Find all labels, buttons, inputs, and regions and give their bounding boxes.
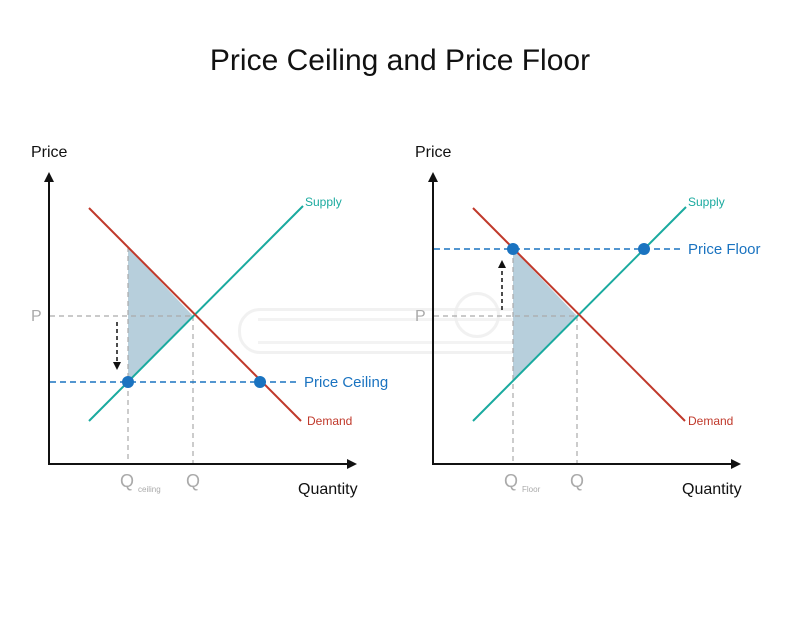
demand-line <box>472 207 686 422</box>
price-ceiling-label: Price Ceiling <box>304 374 388 391</box>
supply-line <box>88 205 304 422</box>
supply-label: Supply <box>305 195 342 209</box>
deadweight-loss-area <box>128 247 193 382</box>
q-ceiling-label: Q <box>120 471 134 491</box>
y-axis-label: Price <box>31 144 68 161</box>
demand-label: Demand <box>688 414 733 428</box>
q-floor-subscript: Floor <box>522 485 541 494</box>
demand-label: Demand <box>307 414 352 428</box>
price-floor-diagram: Price Quantity Supply Demand Price Floor… <box>415 144 761 498</box>
q-label: Q <box>186 471 200 491</box>
price-ceiling-diagram: Price Quantity Supply Demand Price Ceili… <box>31 144 388 498</box>
price-floor-label: Price Floor <box>688 241 761 258</box>
x-axis-label: Quantity <box>298 481 358 498</box>
page-title: Price Ceiling and Price Floor <box>209 44 591 77</box>
q-ceiling-subscript: ceiling <box>138 485 161 494</box>
demand-floor-point <box>507 243 519 255</box>
supply-label: Supply <box>688 195 725 209</box>
y-axis-label: Price <box>415 144 452 161</box>
q-label: Q <box>570 471 584 491</box>
q-floor-label: Q <box>504 471 518 491</box>
demand-line <box>88 207 302 422</box>
p-label: P <box>31 308 42 325</box>
p-label: P <box>415 308 426 325</box>
supply-floor-point <box>638 243 650 255</box>
x-axis-label: Quantity <box>682 481 742 498</box>
demand-ceiling-point <box>254 376 266 388</box>
supply-ceiling-point <box>122 376 134 388</box>
